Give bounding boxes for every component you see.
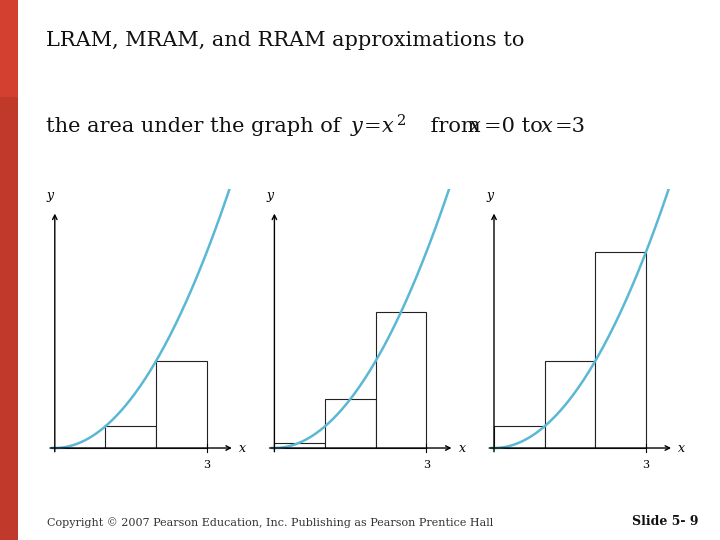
Text: $x$: $x$	[458, 442, 467, 455]
Text: LRAM, MRAM, and RRAM approximations to: LRAM, MRAM, and RRAM approximations to	[46, 31, 524, 50]
Text: $y$: $y$	[485, 190, 495, 204]
Bar	[595, 252, 646, 448]
Text: =3: =3	[555, 117, 586, 136]
Text: $x$: $x$	[469, 117, 482, 136]
Bar	[376, 312, 426, 448]
Bar	[544, 361, 595, 448]
Bar	[156, 361, 207, 448]
Text: from: from	[425, 117, 488, 136]
Text: $y\!=\!x^{\,2}$: $y\!=\!x^{\,2}$	[351, 113, 407, 140]
Text: 3: 3	[423, 460, 430, 470]
Bar	[325, 399, 376, 448]
Text: 3: 3	[642, 460, 649, 470]
Text: Copyright © 2007 Pearson Education, Inc. Publishing as Pearson Prentice Hall: Copyright © 2007 Pearson Education, Inc.…	[47, 517, 493, 528]
Text: =0 to: =0 to	[484, 117, 549, 136]
Bar	[494, 426, 544, 448]
Text: Slide 5- 9: Slide 5- 9	[632, 515, 698, 528]
Text: $y$: $y$	[266, 190, 276, 204]
Text: $x$: $x$	[678, 442, 686, 455]
Bar	[274, 443, 325, 448]
Text: the area under the graph of: the area under the graph of	[46, 117, 347, 136]
Text: 3: 3	[203, 460, 210, 470]
Text: $x$: $x$	[238, 442, 247, 455]
Bar	[105, 426, 156, 448]
Text: $y$: $y$	[46, 190, 56, 204]
Text: $x$: $x$	[540, 117, 553, 136]
